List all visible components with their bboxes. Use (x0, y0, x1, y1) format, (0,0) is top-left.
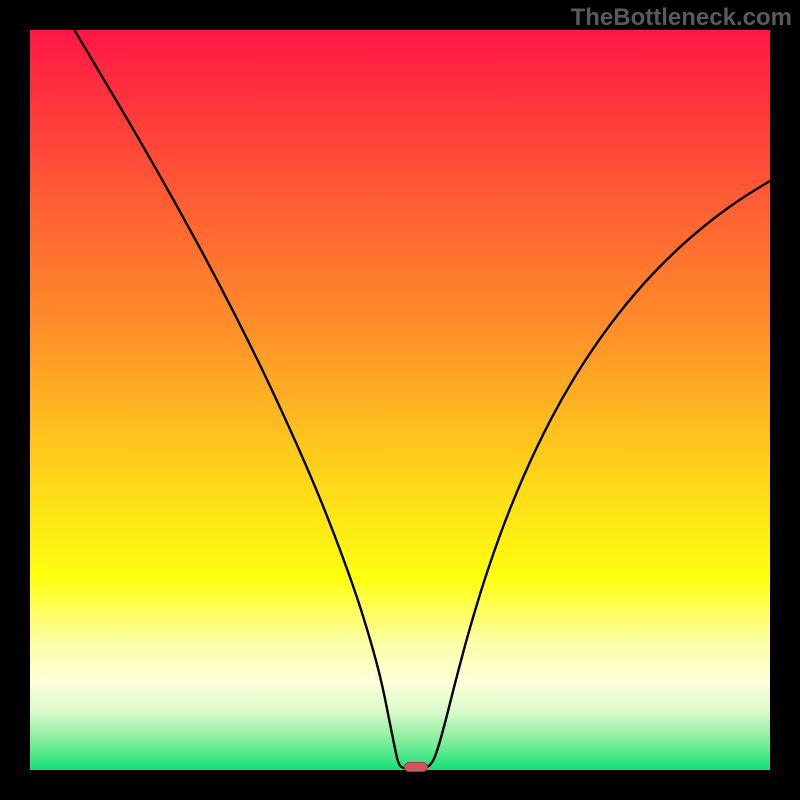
watermark-text: TheBottleneck.com (571, 4, 792, 32)
chart-frame: TheBottleneck.com (0, 0, 800, 800)
bottleneck-curve (30, 30, 770, 770)
plot-area (30, 30, 770, 770)
optimum-marker (404, 762, 428, 772)
